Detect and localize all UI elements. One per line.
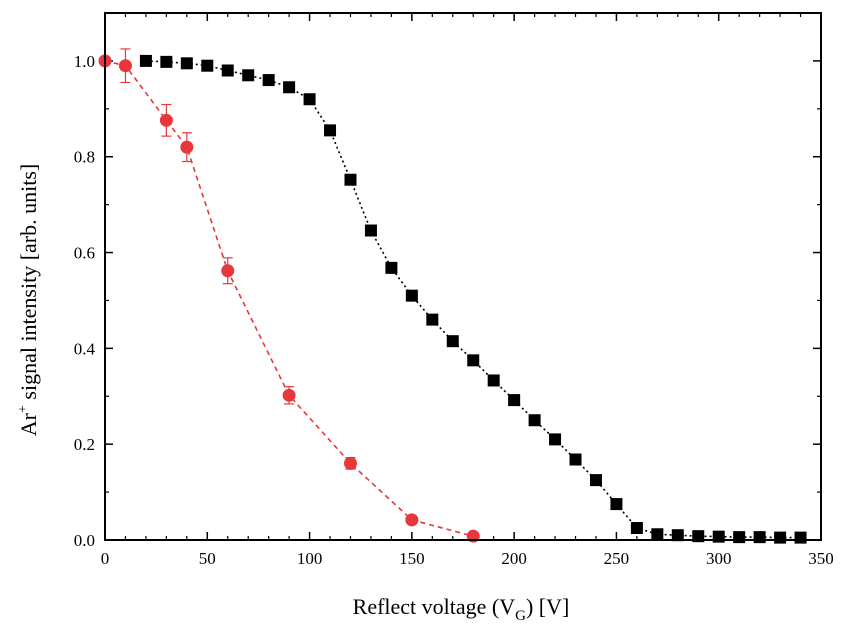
data-point-square <box>794 531 807 544</box>
x-tick-label: 150 <box>399 549 425 568</box>
y-axis-title: Ar+ signal intensity [arb. units] <box>16 164 41 436</box>
data-point-circle <box>343 456 357 470</box>
data-point-circle <box>159 113 173 127</box>
series-line <box>145 60 801 539</box>
data-point-square <box>283 81 296 94</box>
data-point-square <box>364 224 377 237</box>
data-point-circle <box>282 388 296 402</box>
y-tick-label: 0.6 <box>74 244 95 263</box>
data-point-square <box>180 57 193 70</box>
data-point-square <box>385 261 398 274</box>
data-point-square <box>753 531 766 544</box>
data-point-square <box>324 124 337 137</box>
data-point-square <box>671 529 684 542</box>
data-point-square <box>733 531 746 544</box>
series-line <box>104 60 474 537</box>
data-point-square <box>569 453 582 466</box>
y-tick-label: 0.2 <box>74 435 95 454</box>
data-point-square <box>651 528 664 541</box>
series-1 <box>139 54 807 544</box>
data-point-square <box>774 531 787 544</box>
data-point-square <box>139 54 152 67</box>
plot-frame <box>104 12 822 541</box>
data-point-square <box>242 69 255 82</box>
ticks-layer: 0 50 100 150 200 250 300 350 0.0 0.2 0.4 0.6 0.8 1.0 <box>74 13 834 568</box>
data-point-square <box>528 414 541 427</box>
data-point-circle <box>180 140 194 154</box>
data-point-square <box>426 313 439 326</box>
series-layer <box>98 48 807 544</box>
data-point-circle <box>221 264 235 278</box>
data-point-square <box>467 354 480 367</box>
y-tick-label: 0.4 <box>74 339 96 358</box>
data-point-square <box>262 74 275 87</box>
data-point-square <box>446 335 459 348</box>
data-point-square <box>630 522 643 535</box>
x-axis-title-subscript: G <box>515 608 526 624</box>
y-tick-label: 0.0 <box>74 531 95 550</box>
x-tick-label: 350 <box>808 549 834 568</box>
data-point-square <box>405 289 418 302</box>
x-tick-label: 300 <box>706 549 732 568</box>
y-tick-label: 1.0 <box>74 52 95 71</box>
data-point-square <box>487 374 500 387</box>
data-point-circle <box>118 59 132 73</box>
series-2 <box>98 48 480 543</box>
x-tick-label: 250 <box>604 549 630 568</box>
data-point-square <box>303 93 316 106</box>
x-tick-label: 100 <box>297 549 323 568</box>
data-point-square <box>508 394 521 407</box>
data-point-circle <box>405 513 419 527</box>
y-tick-label: 0.8 <box>74 148 95 167</box>
data-point-square <box>201 59 214 72</box>
data-point-square <box>549 433 562 446</box>
y-axis-title-superscript: + <box>16 405 31 413</box>
x-tick-label: 50 <box>199 549 216 568</box>
x-axis-title: Reflect voltage (VG) [V] <box>353 594 570 624</box>
x-tick-label: 0 <box>101 549 110 568</box>
data-point-square <box>344 173 357 186</box>
data-point-square <box>221 64 234 77</box>
data-point-square <box>610 498 623 511</box>
data-point-square <box>160 55 173 68</box>
x-tick-label: 200 <box>501 549 527 568</box>
data-point-square <box>589 474 602 487</box>
